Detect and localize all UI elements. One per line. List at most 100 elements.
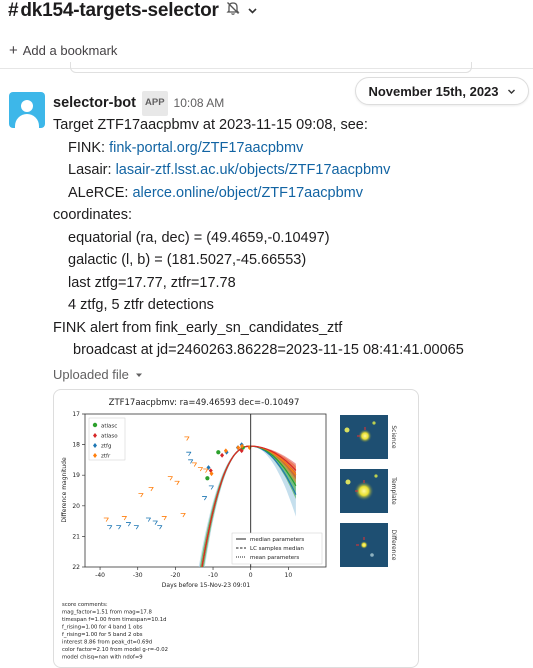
fink-alert-line: FINK alert from fink_early_sn_candidates…: [53, 319, 343, 336]
legend-atlasc: atlasc: [101, 424, 117, 430]
data-point: [223, 448, 228, 454]
x-tick-label: -10: [208, 572, 218, 579]
data-point: [205, 476, 210, 481]
channel-name: dk154-targets-selector: [20, 0, 219, 21]
upper-limit-marker: [148, 486, 154, 492]
lasair-line: Lasair: lasair-ztf.lsst.ac.uk/objects/ZT…: [53, 159, 523, 182]
legend-ztfg: ztfg: [101, 444, 111, 450]
upper-limit-marker: [152, 520, 158, 525]
data-point: [236, 445, 241, 451]
upper-limit-marker: [191, 462, 197, 467]
channel-header: # dk154-targets-selector: [0, 0, 533, 30]
upper-limit-marker: [116, 525, 122, 530]
chevron-down-icon: [507, 89, 515, 94]
coordinates-header: coordinates:: [53, 207, 132, 223]
upper-limit-marker: [133, 525, 139, 530]
upper-limit-marker: [202, 496, 208, 501]
legend-marker-atlasc: [92, 422, 98, 428]
stamp-science: Science: [340, 415, 397, 459]
x-tick-label: 10: [285, 572, 293, 579]
upper-limit-marker: [174, 480, 180, 486]
add-bookmark-button[interactable]: + Add a bookmark: [9, 43, 117, 58]
sender-name[interactable]: selector-bot: [53, 95, 136, 111]
score-line: interest 8.86 from peak_dt=0.69d: [62, 640, 152, 646]
data-point: [209, 471, 214, 477]
x-tick-label: -20: [170, 572, 180, 579]
alerce-label: ALeRCE:: [68, 184, 133, 201]
axis-ticks: -40 -30 -20 -10 0 10 17 18 19 20 21 22: [72, 411, 292, 579]
upper-limit-marker: [145, 517, 151, 522]
score-line: color factor=2.10 from model g-r=-0.02: [62, 647, 168, 653]
message-timestamp[interactable]: 10:08 AM: [173, 96, 225, 110]
legend-marker-ztfg: [93, 443, 97, 448]
x-tick-label: -30: [133, 572, 143, 579]
data-point: [216, 450, 221, 455]
score-line: timespan f=1.00 from timespan=10.1d: [62, 617, 166, 623]
bell-slash-icon: [225, 0, 241, 22]
upper-limit-marker: [138, 493, 144, 498]
channel-name-button[interactable]: # dk154-targets-selector: [8, 0, 258, 22]
message-body: selector-bot APP 10:08 AM Target ZTF17aa…: [53, 91, 523, 362]
upper-limit-marker: [126, 522, 132, 527]
score-line: mag_factor=1.51 from mag=17.8: [62, 610, 152, 616]
fink-link[interactable]: fink-portal.org/ZTF17aacpbmv: [109, 139, 304, 156]
upper-limit-marker: [157, 525, 163, 530]
upper-limit-marker: [167, 476, 173, 481]
upper-limit-marker: [188, 459, 194, 464]
upper-limit-marker: [161, 516, 167, 521]
upper-limit-marker: [186, 451, 192, 456]
y-tick-label: 20: [72, 503, 80, 510]
stamp-label-template: Template: [390, 476, 397, 505]
caret-down-icon: [135, 373, 142, 377]
galactic-line: galactic (l, b) = (181.5027,-45.66553): [68, 252, 307, 268]
equatorial-line: equatorial (ra, dec) = (49.4659,-0.10497…: [68, 229, 330, 246]
y-tick-label: 21: [72, 533, 80, 540]
legend-marker-atlaso: [93, 433, 97, 438]
previous-message-edge: [70, 62, 472, 73]
date-divider-button[interactable]: November 15th, 2023: [355, 77, 529, 105]
legend-ztfr: ztfr: [101, 454, 111, 460]
x-tick-label: -40: [95, 572, 105, 579]
series-legend: atlasc atlaso ztfg ztfr: [88, 417, 126, 461]
legend-lc-samples-median: LC samples median: [250, 546, 304, 552]
plot-title: ZTF17aacpbmv: ra=49.46593 dec=-0.10497: [109, 398, 300, 408]
add-bookmark-label: Add a bookmark: [22, 43, 118, 58]
score-line: f_rising=1.00 for 4 band 1 obs: [62, 625, 143, 631]
legend-marker-ztfr: [93, 453, 97, 458]
legend-atlaso: atlaso: [101, 434, 118, 440]
lasair-link[interactable]: lasair-ztf.lsst.ac.uk/objects/ZTF17aacpb…: [115, 162, 391, 178]
bot-avatar[interactable]: [9, 92, 45, 128]
legend-median-parameters: median parameters: [250, 537, 304, 543]
y-tick-label: 22: [72, 564, 80, 571]
y-tick-label: 17: [72, 411, 80, 418]
last-mag-line: last ztfg=17.77, ztfr=17.78: [68, 274, 236, 291]
model-bands: [198, 445, 297, 567]
y-tick-label: 18: [72, 442, 80, 449]
date-divider-label: November 15th, 2023: [368, 83, 499, 99]
score-line: model chisq=nan with ndof=9: [62, 655, 143, 661]
alerce-line: ALeRCE: alerce.online/object/ZTF17aacpbm…: [53, 182, 523, 205]
upper-limit-marker: [121, 516, 127, 521]
data-point: [206, 465, 211, 470]
uploaded-image[interactable]: ZTF17aacpbmv: ra=49.46593 dec=-0.10497 -…: [53, 389, 419, 668]
y-tick-label: 19: [72, 472, 80, 479]
atlaso-model-band: [201, 446, 296, 567]
plus-icon: +: [9, 42, 18, 59]
x-tick-label: 0: [249, 572, 253, 579]
uploaded-file-toggle[interactable]: Uploaded file: [53, 367, 143, 382]
fink-label: FINK:: [68, 139, 110, 156]
data-point: [208, 468, 213, 474]
y-axis-label: Difference magnitude: [61, 457, 68, 523]
stamp-template: Template: [340, 469, 397, 513]
score-header: score comments:: [62, 602, 108, 608]
stamp-difference: Difference: [340, 523, 397, 567]
broadcast-line: broadcast at jd=2460263.86228=2023-11-15…: [73, 342, 464, 358]
stamp-label-science: Science: [390, 425, 397, 449]
stamp-label-difference: Difference: [390, 530, 397, 561]
upper-limit-marker: [208, 485, 214, 490]
legend-mean-parameters: mean parameters: [250, 555, 299, 561]
fink-line: FINK: fink-portal.org/ZTF17aacpbmv: [53, 137, 523, 160]
alerce-link[interactable]: alerce.online/object/ZTF17aacpbmv: [132, 184, 363, 201]
model-median-line: [201, 445, 297, 567]
score-comments: score comments: mag_factor=1.51 from mag…: [62, 602, 168, 661]
